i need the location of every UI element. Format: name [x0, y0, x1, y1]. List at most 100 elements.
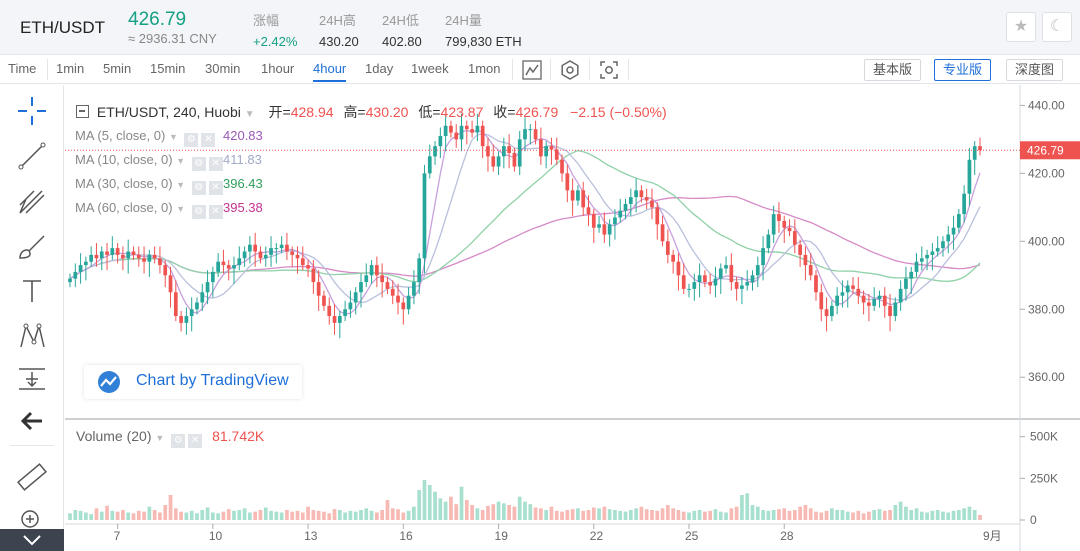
tf-1day[interactable]: 1day [365, 61, 394, 76]
volume-bar [364, 508, 369, 520]
tf-1hour[interactable]: 1hour [261, 61, 295, 76]
candle-body [189, 309, 194, 317]
volume-bar [152, 510, 157, 520]
time-tick-label: 13 [304, 529, 318, 543]
candle-body [655, 207, 660, 225]
volume-bar [665, 505, 670, 520]
ma-settings-icon[interactable]: ⚙ [191, 205, 206, 219]
chart-type-button[interactable] [521, 59, 543, 81]
candle-body [406, 295, 411, 310]
ma-close-icon[interactable]: ✕ [208, 157, 223, 171]
volume-bar [343, 512, 347, 520]
time-tick-label: 25 [685, 529, 699, 543]
volume-bar [486, 505, 490, 520]
tf-4hour[interactable]: 4hour [313, 61, 347, 82]
candle-body [226, 265, 231, 269]
volume-bar [613, 510, 617, 520]
dropdown-icon[interactable]: ▼ [168, 132, 178, 142]
view-pro-button[interactable]: 专业版 [934, 59, 992, 81]
brush-tool[interactable] [16, 230, 48, 262]
candle-body [454, 132, 459, 140]
candle-body [570, 190, 575, 201]
candle-body [803, 254, 808, 266]
price-chart[interactable]: 360.00 380.00 400.00 420.00 440.00 0 250K 500K 4… [65, 85, 1080, 551]
zoom-in-tool[interactable] [16, 505, 48, 537]
tf-1mon[interactable]: 1mon [468, 61, 501, 76]
time-tick-label: 10 [209, 529, 223, 543]
volume-bar [745, 493, 750, 520]
pitchfork-tool[interactable] [16, 185, 48, 217]
ma-settings-icon[interactable]: ⚙ [191, 157, 206, 171]
ma-close-icon[interactable]: ✕ [208, 181, 223, 195]
pattern-tool[interactable] [16, 320, 48, 352]
volume-value: 81.742K [212, 428, 265, 444]
night-mode-button[interactable]: ☾ [1042, 12, 1072, 42]
candle-body [369, 265, 374, 276]
ruler-tool[interactable] [16, 461, 48, 493]
candle-body [597, 224, 601, 228]
ma-settings-icon[interactable]: ⚙ [184, 133, 199, 147]
candle-body [136, 254, 141, 259]
candle-body [523, 129, 527, 140]
tf-time[interactable]: Time [8, 61, 37, 76]
settings-button[interactable] [559, 59, 581, 81]
favorite-star-button[interactable]: ★ [1006, 12, 1036, 42]
ma-close-icon[interactable]: ✕ [208, 205, 223, 219]
candle-body [152, 254, 157, 259]
back-tool[interactable] [16, 405, 48, 437]
candle-body [306, 265, 310, 269]
candle-body [364, 275, 369, 283]
measure-tool[interactable] [16, 363, 48, 395]
collapse-tools-button[interactable] [0, 529, 64, 551]
measure-icon [19, 368, 45, 390]
candle-body [602, 224, 607, 235]
candle-body [290, 251, 295, 255]
volume-bar [554, 510, 559, 520]
dropdown-icon[interactable]: ▼ [176, 180, 186, 190]
volume-settings-icon[interactable]: ⚙ [171, 434, 186, 448]
volume-bar [962, 508, 966, 520]
candle-body [385, 282, 390, 289]
volume-close-icon[interactable]: ✕ [188, 434, 203, 448]
tf-1week[interactable]: 1week [411, 61, 449, 76]
candle-body [496, 156, 501, 167]
trendline-tool[interactable] [16, 140, 48, 172]
legend-symbol: ETH/USDT, 240, Huobi [96, 104, 241, 120]
legend-collapse-icon[interactable] [76, 105, 89, 118]
volume-bar [327, 513, 332, 520]
candle-body [438, 135, 443, 147]
volume-bar [99, 511, 104, 520]
candle-body [316, 282, 321, 296]
candle-body [512, 152, 517, 167]
zoom-in-icon [21, 510, 39, 528]
volume-bar [105, 505, 109, 520]
volume-bar [332, 509, 337, 520]
crosshair-tool[interactable] [16, 95, 48, 127]
view-basic-button[interactable]: 基本版 [864, 59, 922, 81]
tf-15min[interactable]: 15min [150, 61, 186, 76]
tf-5min[interactable]: 5min [103, 61, 132, 76]
tradingview-watermark[interactable]: Chart by TradingView [84, 365, 302, 399]
candle-body [544, 146, 549, 157]
candle-body [893, 302, 898, 317]
screenshot-button[interactable] [598, 59, 620, 81]
candle-body [576, 190, 580, 201]
symbol-dropdown-icon[interactable]: ▼ [244, 109, 255, 120]
view-depth-button[interactable]: 深度图 [1006, 59, 1064, 81]
stat-volume: 24H量 799,830 ETH [445, 10, 522, 49]
volume-bar [390, 508, 395, 520]
ma-close-icon[interactable]: ✕ [201, 133, 216, 147]
tf-1min[interactable]: 1min [56, 61, 85, 76]
ma-settings-icon[interactable]: ⚙ [191, 181, 206, 195]
dropdown-icon[interactable]: ▼ [155, 433, 165, 443]
volume-bar [888, 510, 892, 520]
tf-30min[interactable]: 30min [205, 61, 241, 76]
last-price-badge [1020, 141, 1080, 160]
dropdown-icon[interactable]: ▼ [176, 156, 186, 166]
volume-bar [792, 510, 797, 520]
text-tool[interactable] [16, 275, 48, 307]
volume-bar [618, 510, 623, 520]
dropdown-icon[interactable]: ▼ [176, 204, 186, 214]
toolbar-divider [47, 59, 48, 80]
time-tick-label: 16 [399, 529, 413, 543]
